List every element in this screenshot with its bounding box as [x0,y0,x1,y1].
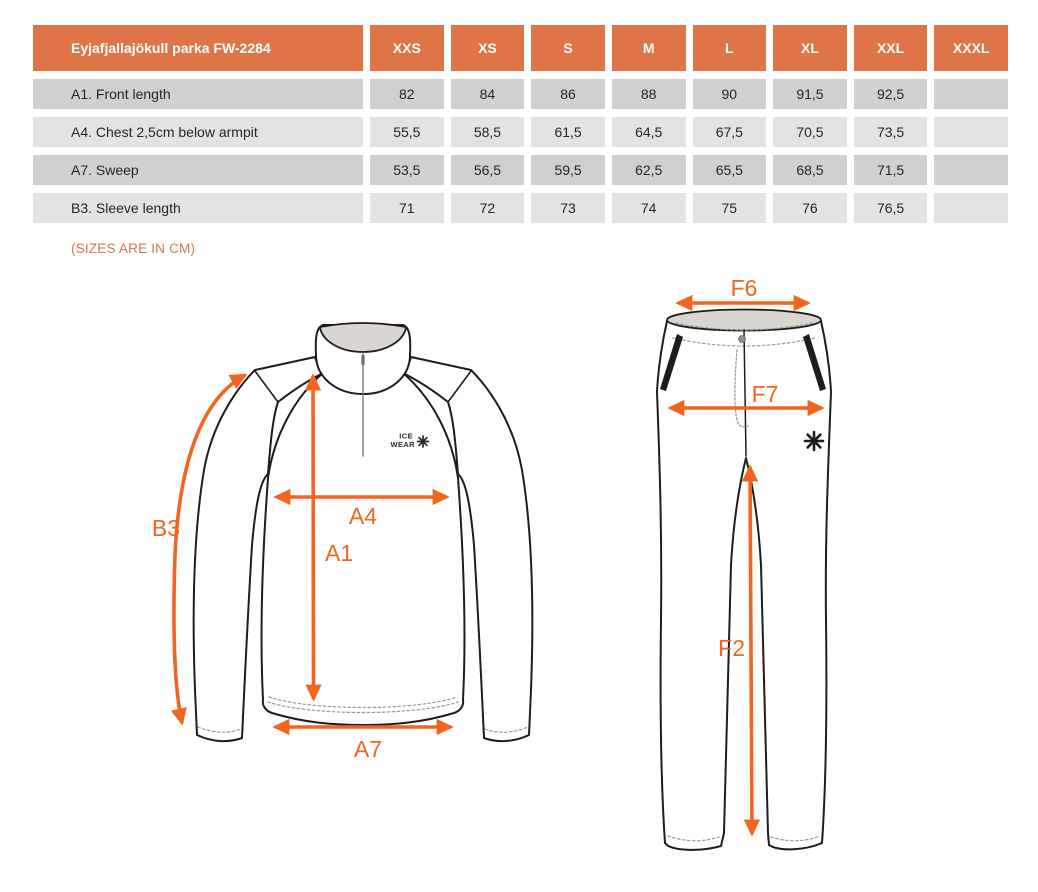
jacket-zipper-pull [361,355,365,365]
value-cell: 71,5 [853,155,928,185]
pants-waist-inner [666,308,822,332]
value-cell: 65,5 [692,155,767,185]
pants-arrows [667,294,825,837]
value-cell [934,193,1008,223]
size-col-xxl: XXL [853,25,928,71]
pants-arrow-labels: F6 F7 F2 [718,275,778,661]
value-cell: 55,5 [370,117,444,147]
pants-fly-stitch [734,349,749,428]
value-cell [934,155,1008,185]
jacket-logo-snowflake-icon [416,435,430,448]
product-title: Eyjafjallajökull parka FW-2284 [33,25,363,71]
pants-center-seam [743,329,747,457]
jacket-drawing: ICE WEAR B3 A4 A1 A7 [152,322,534,762]
value-cell: 70,5 [773,117,847,147]
pants-left-pocket [660,334,683,391]
label-f7: F7 [752,381,779,407]
value-cell: 73 [531,193,605,223]
value-cell: 76,5 [853,193,928,223]
pants-outline [656,314,832,851]
value-cell: 91,5 [773,79,847,109]
label-f6: F6 [731,275,758,301]
row-label: A4. Chest 2,5cm below armpit [33,117,363,147]
value-cell: 76 [773,193,847,223]
value-cell: 73,5 [853,117,928,147]
size-col-l: L [692,25,767,71]
value-cell: 68,5 [773,155,847,185]
value-cell: 64,5 [611,117,686,147]
value-cell: 75 [692,193,767,223]
jacket-logo: ICE WEAR [390,432,430,449]
row-label: A1. Front length [33,79,363,109]
size-col-xl: XL [773,25,847,71]
value-cell: 86 [531,79,605,109]
jacket-shoulder-seams [254,370,472,403]
pants-drawing: F6 F7 F2 [656,275,832,851]
value-cell: 62,5 [611,155,686,185]
pants-cuff-stitch [667,835,821,842]
size-col-xs: XS [450,25,525,71]
arrow-b3 [170,373,248,726]
value-cell [934,79,1008,109]
value-cell: 92,5 [853,79,928,109]
sizes-note: (SIZES ARE IN CM) [71,241,196,256]
size-table: Eyjafjallajökull parka FW-2284 XXS XS S … [33,25,1008,223]
row-label: B3. Sleeve length [33,193,363,223]
label-f2: F2 [718,635,745,661]
jacket-hem-stitch [267,696,459,714]
value-cell: 90 [692,79,767,109]
value-cell: 84 [450,79,525,109]
pants-snowflake-icon [803,430,825,452]
pants-right-pocket [803,334,826,391]
value-cell: 58,5 [450,117,525,147]
row-label: A7. Sweep [33,155,363,185]
size-col-s: S [531,25,605,71]
value-cell: 61,5 [531,117,605,147]
jacket-logo-wear: WEAR [390,440,415,449]
value-cell: 74 [611,193,686,223]
pants-waist-stitch [675,322,813,331]
label-b3: B3 [152,515,180,541]
label-a4: A4 [349,503,377,529]
value-cell [934,117,1008,147]
measurement-diagrams: ICE WEAR B3 A4 A1 A7 [152,275,832,851]
arrow-f2 [741,464,761,837]
jacket-logo-ice: ICE [399,432,413,441]
value-cell: 71 [370,193,444,223]
value-cell: 67,5 [692,117,767,147]
value-cell: 53,5 [370,155,444,185]
jacket-collar-inner [319,322,407,353]
value-cell: 82 [370,79,444,109]
jacket-arrows [170,373,454,736]
arrow-a1 [304,373,322,702]
jacket-arrow-labels: B3 A4 A1 A7 [152,503,382,762]
label-a1: A1 [325,540,353,566]
size-col-m: M [611,25,686,71]
jacket-cuff-stitch [197,726,529,733]
value-cell: 88 [611,79,686,109]
value-cell: 72 [450,193,525,223]
size-col-xxs: XXS [370,25,444,71]
value-cell: 59,5 [531,155,605,185]
jacket-right-sleeve [402,356,534,743]
value-cell: 56,5 [450,155,525,185]
label-a7: A7 [354,736,382,762]
size-col-xxxl: XXXL [934,25,1008,71]
pants-button [738,335,746,343]
